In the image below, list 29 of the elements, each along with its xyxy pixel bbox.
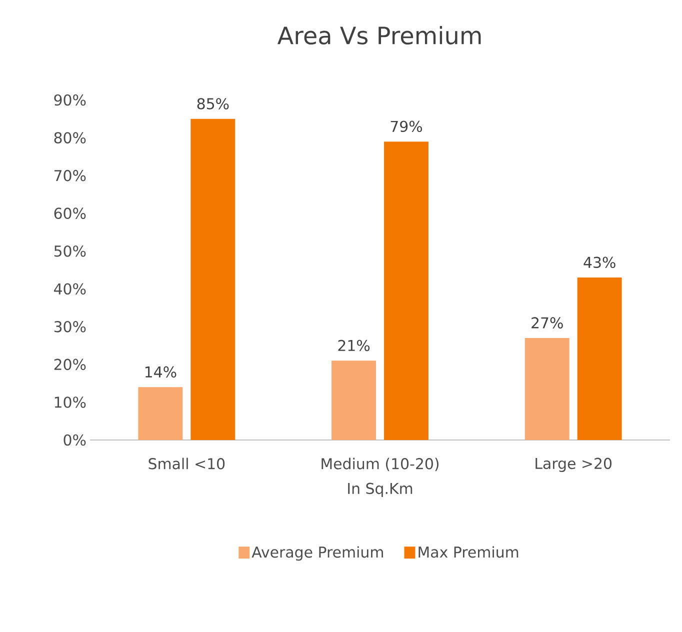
y-tick-label: 80% [54,132,86,144]
bar [190,118,236,440]
y-tick-label: 70% [54,170,86,182]
data-label: 43% [584,256,616,268]
y-tick-label: 0% [64,434,86,446]
bar [524,338,570,440]
x-axis-title: In Sq.Km [348,482,412,498]
data-label: 21% [338,340,370,352]
legend-label: Average Premium [252,546,383,561]
x-tick-label: Small <10 [148,458,225,470]
data-label: 85% [197,98,229,110]
bar [384,142,428,440]
data-label: 27% [532,317,563,328]
bar [577,278,622,440]
y-tick-label: 50% [54,245,86,257]
y-tick-label: 20% [54,358,86,370]
data-label: 14% [145,366,176,378]
y-tick-label: 40% [54,283,86,295]
y-tick-label: 90% [54,94,86,106]
bar [332,360,376,440]
x-tick-label: Large >20 [536,458,612,472]
y-tick-label: 10% [54,396,86,408]
y-tick-label: 30% [54,321,86,332]
x-tick-label: Medium (10-20) [322,458,438,472]
chart-title: Area Vs Premium [277,26,481,45]
bar [138,387,183,440]
legend-label: Max Premium [418,546,518,558]
data-label: 79% [390,120,422,132]
y-tick-label: 60% [54,208,86,219]
